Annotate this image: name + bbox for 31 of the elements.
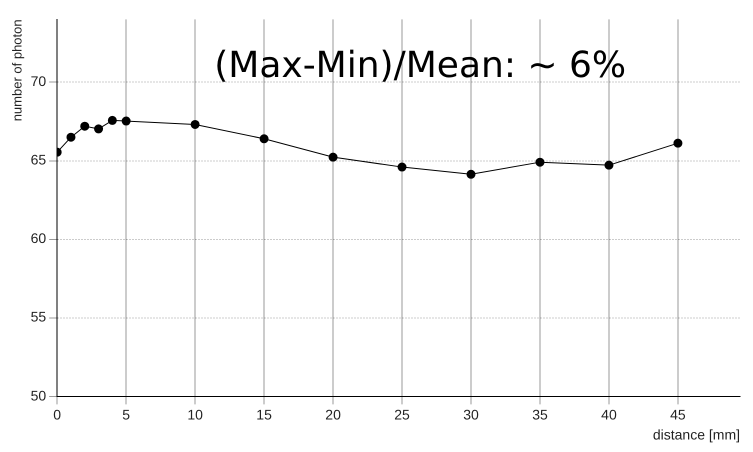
point	[122, 116, 131, 126]
x-tick-label: 30	[463, 406, 480, 423]
x-tick-label: 40	[601, 406, 617, 423]
y-axis-title: number of photon	[9, 19, 24, 122]
point	[604, 160, 614, 170]
point	[260, 134, 269, 144]
x-tick-label: 20	[325, 406, 342, 423]
x-tick-label: 35	[532, 406, 548, 423]
x-tick-label: 45	[670, 406, 686, 423]
point	[466, 170, 476, 179]
x-tick-label: 15	[256, 406, 272, 423]
point	[80, 122, 90, 131]
x-axis-title: distance [mm]	[652, 426, 740, 442]
point	[94, 124, 104, 134]
point	[108, 116, 117, 125]
y-tick-label: 55	[30, 308, 46, 325]
annotation: (Max-Min)/Mean: ~ 6%	[214, 44, 626, 86]
point	[673, 138, 682, 148]
point	[328, 152, 338, 162]
point	[535, 158, 544, 167]
x-tick-label: 10	[187, 406, 204, 423]
y-tick-label: 70	[30, 73, 46, 90]
y-tick-label: 65	[30, 152, 46, 168]
x-tick-label: 0	[53, 406, 62, 423]
point	[66, 132, 76, 142]
x-tick-label: 5	[122, 406, 130, 423]
y-tick-label: 50	[30, 387, 46, 404]
point	[398, 162, 407, 172]
point	[190, 120, 200, 129]
y-tick-label: 60	[30, 230, 46, 246]
x-tick-label: 25	[394, 406, 410, 423]
